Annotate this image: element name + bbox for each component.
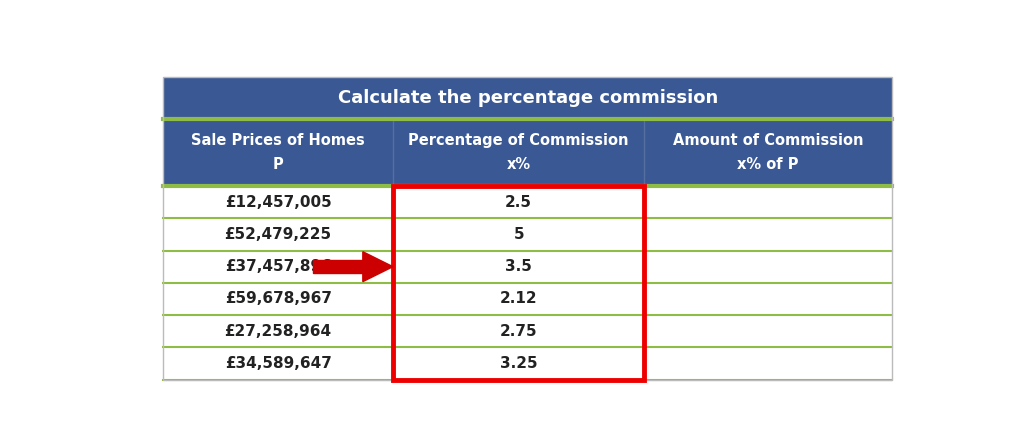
Bar bbox=[164, 347, 892, 380]
Text: 2.5: 2.5 bbox=[505, 194, 532, 210]
Text: £12,457,005: £12,457,005 bbox=[225, 194, 331, 210]
Polygon shape bbox=[363, 251, 392, 282]
Polygon shape bbox=[313, 260, 363, 274]
Bar bbox=[164, 119, 892, 186]
Bar bbox=[164, 77, 892, 380]
Text: 2.12: 2.12 bbox=[500, 291, 538, 306]
Text: Sale Prices of Homes
P: Sale Prices of Homes P bbox=[191, 133, 365, 172]
Bar bbox=[392, 186, 644, 380]
Text: £52,479,225: £52,479,225 bbox=[225, 227, 332, 242]
Text: £37,457,896: £37,457,896 bbox=[225, 259, 331, 274]
Bar bbox=[164, 283, 892, 315]
Text: 3.25: 3.25 bbox=[500, 356, 538, 371]
Text: £34,589,647: £34,589,647 bbox=[225, 356, 331, 371]
Text: 2.75: 2.75 bbox=[500, 324, 538, 339]
Text: Percentage of Commission
x%: Percentage of Commission x% bbox=[409, 133, 629, 172]
Text: 3.5: 3.5 bbox=[505, 259, 532, 274]
Bar bbox=[164, 77, 892, 119]
Text: Amount of Commission
x% of P: Amount of Commission x% of P bbox=[672, 133, 864, 172]
Bar bbox=[164, 218, 892, 251]
Text: 5: 5 bbox=[513, 227, 524, 242]
Bar bbox=[164, 251, 892, 283]
Bar bbox=[164, 186, 892, 218]
Text: £27,258,964: £27,258,964 bbox=[225, 324, 332, 339]
Text: Calculate the percentage commission: Calculate the percentage commission bbox=[337, 89, 717, 107]
Bar bbox=[164, 315, 892, 347]
Text: £59,678,967: £59,678,967 bbox=[225, 291, 332, 306]
